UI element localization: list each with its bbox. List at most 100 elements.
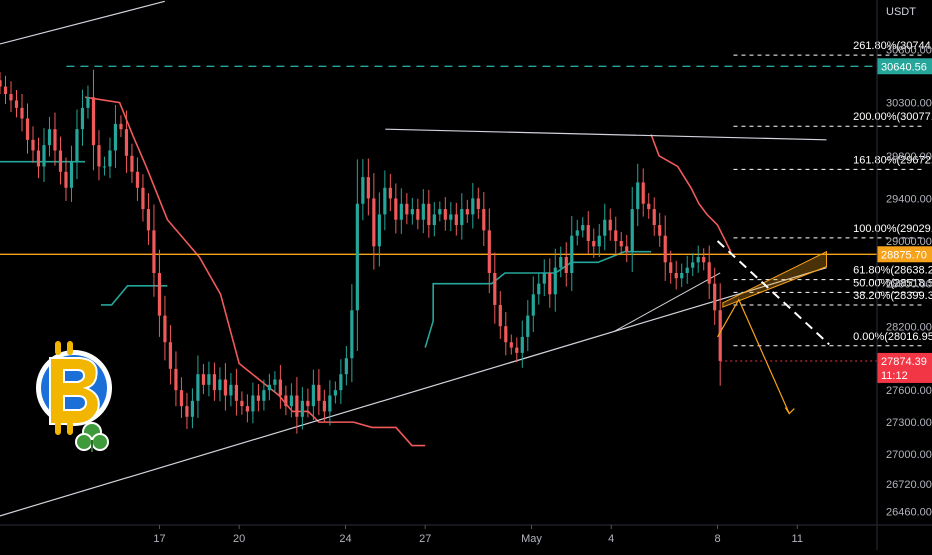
candle bbox=[25, 103, 30, 154]
x-tick-label: 24 bbox=[339, 533, 351, 545]
candle bbox=[113, 104, 118, 168]
candle-body bbox=[9, 94, 13, 101]
candle-body bbox=[438, 209, 442, 215]
candle bbox=[20, 93, 24, 132]
fib-level-label: 261.80%(30744.80) bbox=[853, 40, 932, 52]
candle bbox=[520, 320, 524, 368]
candle-body bbox=[355, 203, 359, 311]
candle bbox=[157, 249, 162, 337]
candle-body bbox=[141, 187, 145, 210]
candle bbox=[108, 137, 112, 179]
candle-body bbox=[152, 230, 156, 273]
candle bbox=[685, 255, 689, 284]
candle bbox=[152, 204, 156, 297]
candle-body bbox=[196, 374, 200, 401]
candle-body bbox=[471, 198, 475, 215]
candle-body bbox=[641, 182, 645, 204]
candle-body bbox=[718, 310, 722, 361]
candle-body bbox=[3, 86, 8, 95]
candle bbox=[267, 373, 271, 401]
candle bbox=[174, 351, 178, 407]
candle bbox=[86, 85, 90, 119]
fib-level-label: 0.00%(28016.95) bbox=[853, 331, 932, 343]
candle-body bbox=[548, 272, 552, 295]
candles-layer bbox=[0, 69, 722, 434]
supertrend-line bbox=[650, 134, 732, 253]
inner-trendline bbox=[613, 272, 721, 333]
candle bbox=[443, 197, 447, 231]
candle bbox=[658, 212, 662, 247]
price-level-tag: 30640.56 bbox=[877, 58, 932, 75]
candle bbox=[124, 110, 129, 173]
candle bbox=[229, 373, 233, 407]
candle bbox=[344, 346, 348, 386]
candle bbox=[438, 201, 442, 222]
candle bbox=[625, 234, 629, 263]
candle-body bbox=[240, 400, 244, 407]
candle-body bbox=[333, 390, 337, 396]
candle bbox=[553, 248, 557, 312]
bitcoin-logo-icon bbox=[36, 341, 112, 452]
x-tick-label: 17 bbox=[153, 533, 165, 545]
candle bbox=[31, 126, 35, 163]
candle-body bbox=[394, 198, 398, 220]
candle bbox=[196, 355, 200, 418]
candle-body bbox=[36, 150, 41, 167]
x-tick-label: 27 bbox=[419, 533, 431, 545]
candle-body bbox=[608, 219, 612, 231]
candle bbox=[135, 157, 140, 201]
candle bbox=[306, 388, 310, 418]
candle-body bbox=[284, 395, 288, 407]
candle-body bbox=[493, 272, 497, 305]
candle bbox=[597, 224, 601, 258]
candle-body bbox=[322, 400, 326, 412]
candle bbox=[509, 334, 513, 355]
candle-body bbox=[223, 379, 228, 396]
candle-body bbox=[388, 187, 392, 199]
candle bbox=[476, 187, 480, 219]
candle-body bbox=[350, 310, 354, 359]
projection-arrowhead bbox=[784, 407, 795, 415]
candle bbox=[339, 359, 343, 404]
candle bbox=[482, 192, 486, 246]
x-tick-label: 4 bbox=[608, 533, 614, 545]
candle-body bbox=[559, 257, 563, 268]
candle-body bbox=[234, 384, 239, 401]
candle-body bbox=[702, 257, 706, 263]
candle bbox=[69, 145, 74, 202]
candle bbox=[163, 295, 167, 361]
candle bbox=[394, 183, 398, 234]
candle bbox=[201, 364, 206, 395]
candle bbox=[471, 182, 475, 229]
candle bbox=[663, 215, 667, 281]
y-tick-label: 30800.00 bbox=[886, 44, 932, 56]
candle bbox=[696, 245, 700, 273]
candle-body bbox=[218, 379, 222, 391]
candle bbox=[168, 325, 173, 385]
candle bbox=[80, 89, 85, 146]
candle bbox=[641, 168, 645, 217]
candle bbox=[53, 112, 57, 166]
candle bbox=[630, 187, 634, 272]
fib-level-label: 50.00%(28518.54) bbox=[853, 277, 932, 289]
resistance-trendline bbox=[385, 128, 827, 141]
candle bbox=[526, 300, 530, 352]
candle bbox=[289, 383, 293, 418]
y-tick-label: 30300.00 bbox=[886, 98, 932, 110]
candle bbox=[47, 116, 52, 157]
candle bbox=[36, 137, 41, 179]
candle bbox=[190, 388, 195, 429]
candle bbox=[388, 173, 392, 212]
candle bbox=[262, 379, 266, 411]
candle bbox=[465, 199, 469, 223]
y-tick-label: 28200.00 bbox=[886, 321, 932, 333]
candle-body bbox=[108, 150, 112, 167]
candle bbox=[251, 382, 255, 424]
fib-level-label: 38.20%(28399.36) bbox=[853, 290, 932, 302]
candle bbox=[58, 136, 63, 185]
candle-body bbox=[482, 209, 486, 231]
candle bbox=[460, 193, 464, 240]
